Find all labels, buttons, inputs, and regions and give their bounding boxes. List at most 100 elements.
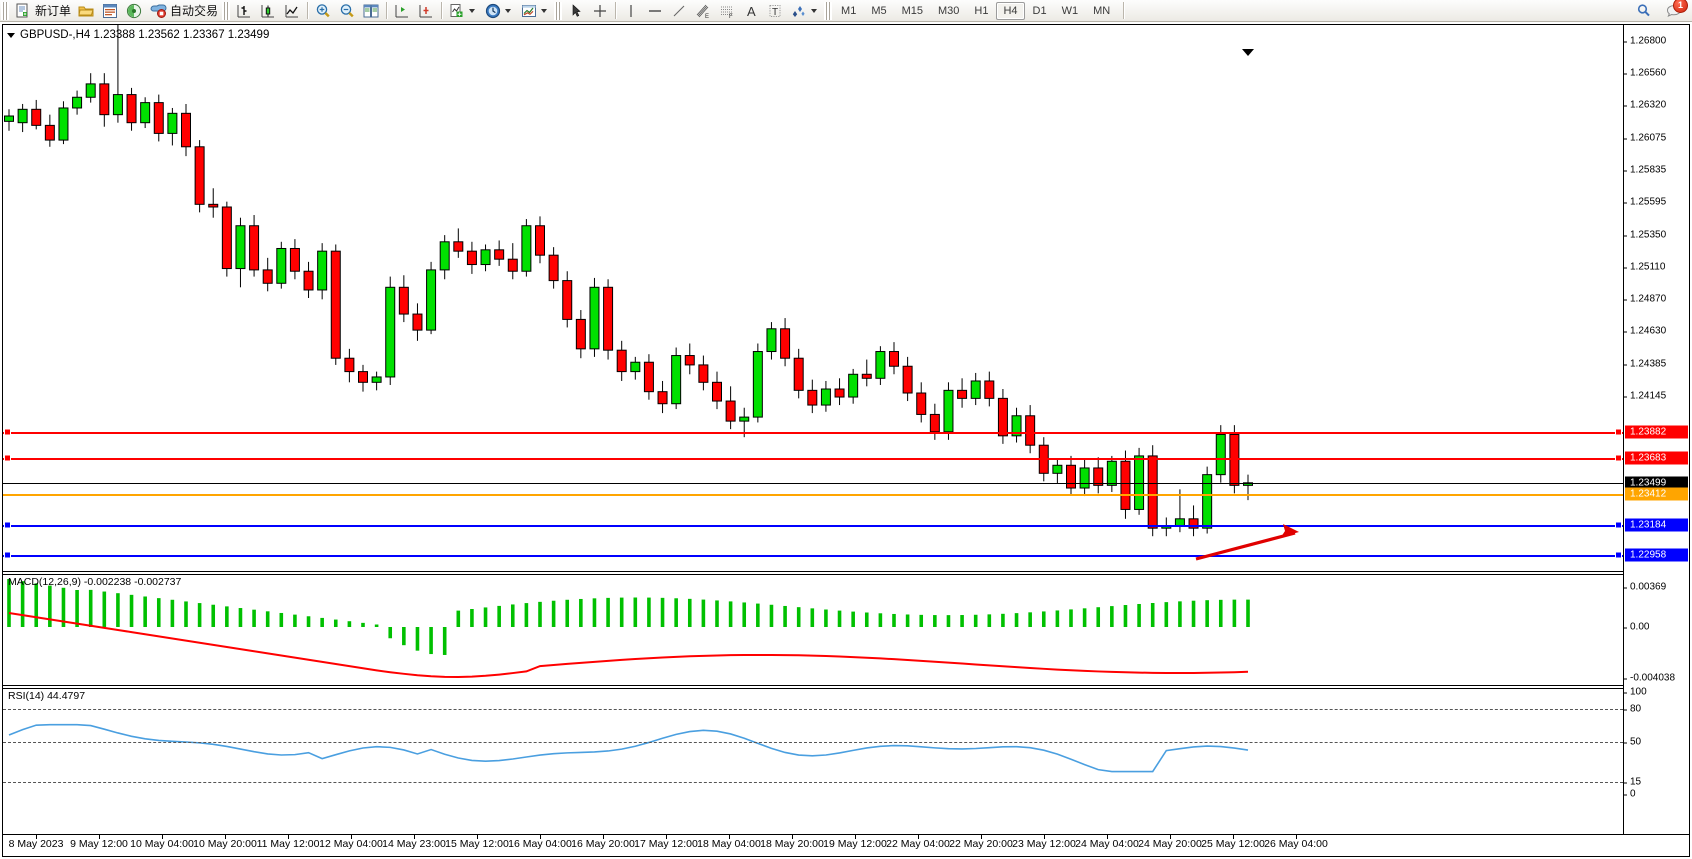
chart-window[interactable]: GBPUSD-,H4 1.23388 1.23562 1.23367 1.234… — [0, 22, 1692, 859]
timeframe-d1[interactable]: D1 — [1032, 4, 1047, 17]
timeframe-h4[interactable]: H4 — [996, 1, 1025, 20]
candlestick-icon — [259, 2, 277, 20]
toolbar-grip-4[interactable] — [824, 1, 833, 20]
price-tick-1.25595: 1.25595 — [1624, 197, 1666, 208]
time-tick-4: 11 May 12:00 — [256, 838, 320, 850]
arrow-annotation[interactable] — [3, 25, 1623, 571]
toolbar-grip-3[interactable] — [554, 1, 563, 20]
time-tick-11: 18 May 04:00 — [697, 838, 761, 850]
time-tick-1: 9 May 12:00 — [70, 838, 128, 850]
price-level-label-1.22958[interactable]: 1.22958 — [1625, 548, 1688, 562]
notifications-button[interactable]: 1 — [1662, 0, 1688, 22]
period-button[interactable] — [481, 0, 517, 22]
tile-windows-button[interactable] — [359, 0, 383, 22]
auto-scroll-button[interactable] — [414, 0, 438, 22]
zoom-out-button[interactable] — [335, 0, 359, 22]
time-tick-mark — [540, 835, 541, 839]
price-tick-1.25835: 1.25835 — [1624, 165, 1666, 176]
price-tick-1.24145: 1.24145 — [1624, 391, 1666, 402]
chevron-down-icon[interactable] — [469, 8, 476, 13]
zoom-in-button[interactable] — [311, 0, 335, 22]
timeframe-h1[interactable]: H1 — [974, 4, 989, 17]
macd-pane[interactable] — [3, 575, 1623, 685]
level-anchor-left-1.23882[interactable] — [4, 428, 11, 436]
horizontal-line-button[interactable] — [643, 0, 667, 22]
auto-trading-icon — [149, 2, 167, 20]
new-order-button[interactable]: 新订单 — [11, 0, 74, 22]
level-anchor-left-1.23683[interactable] — [4, 454, 11, 462]
price-level-label-1.23683[interactable]: 1.23683 — [1625, 451, 1688, 465]
price-level-line-1.23882[interactable] — [3, 431, 1623, 434]
timeframe-m15[interactable]: M15 — [901, 4, 923, 17]
price-level-line-1.23184[interactable] — [3, 524, 1623, 527]
vertical-line-button[interactable] — [619, 0, 643, 22]
text-tool-button[interactable]: A — [739, 0, 763, 22]
chevron-down-icon-2[interactable] — [505, 8, 512, 13]
time-tick-mark — [36, 835, 37, 839]
level-anchor-1.23683[interactable] — [1615, 454, 1622, 462]
timeframe-m5[interactable]: M5 — [871, 4, 887, 17]
chart-shift-button[interactable] — [390, 0, 414, 22]
level-anchor-1.22958[interactable] — [1615, 551, 1622, 559]
price-level-line-1.23412[interactable] — [3, 494, 1623, 497]
time-tick-mark — [792, 835, 793, 839]
timeframe-w1[interactable]: W1 — [1061, 4, 1079, 17]
time-tick-6: 14 May 23:00 — [382, 838, 446, 850]
rsi-pane[interactable] — [3, 689, 1623, 836]
add-indicator-button[interactable] — [445, 0, 481, 22]
chevron-down-icon-4[interactable] — [811, 8, 818, 13]
time-tick-mark — [1296, 835, 1297, 839]
symbol-header[interactable]: GBPUSD-,H4 1.23388 1.23562 1.23367 1.234… — [7, 29, 269, 41]
level-anchor-left-1.22958[interactable] — [4, 551, 11, 559]
line-chart-button[interactable] — [280, 0, 304, 22]
market-watch-button[interactable] — [122, 0, 146, 22]
price-scale[interactable]: 1.26800 1.26560 1.26320 1.26075 1.25835 1.255… — [1623, 25, 1689, 856]
price-level-label-1.23184[interactable]: 1.23184 — [1625, 518, 1688, 532]
time-scale[interactable]: 8 May 2023 9 May 12:00 10 May 04:00 10 May … — [3, 834, 1689, 856]
text-label-button[interactable]: T — [763, 0, 787, 22]
terminal-button[interactable] — [98, 0, 122, 22]
equidistant-channel-button[interactable]: E — [691, 0, 715, 22]
open-data-folder-button[interactable] — [74, 0, 98, 22]
level-anchor-1.23882[interactable] — [1615, 428, 1622, 436]
trendline-button[interactable] — [667, 0, 691, 22]
time-tick-10: 17 May 12:00 — [634, 838, 698, 850]
fibonacci-button[interactable]: F — [715, 0, 739, 22]
auto-trading-button[interactable]: 自动交易 — [146, 0, 221, 22]
toolbar-grip-2[interactable] — [222, 1, 231, 20]
template-icon — [520, 2, 538, 20]
time-tick-mark — [729, 835, 730, 839]
toolbar-separator-1 — [307, 2, 309, 19]
price-level-line-1.23683[interactable] — [3, 458, 1623, 461]
time-tick-mark — [351, 835, 352, 839]
chevron-down-icon-symbol[interactable] — [7, 32, 15, 38]
pane-divider-1b — [3, 574, 1689, 575]
price-level-label-1.23882[interactable]: 1.23882 — [1625, 425, 1688, 439]
timeframe-m30[interactable]: M30 — [938, 4, 960, 17]
arrows-button[interactable] — [787, 0, 823, 22]
time-tick-mark — [981, 835, 982, 839]
macd-tick-0.00369: 0.00369 — [1624, 582, 1666, 593]
price-level-line-1.23499[interactable] — [3, 482, 1623, 484]
bar-chart-button[interactable] — [232, 0, 256, 22]
price-level-line-1.22958[interactable] — [3, 555, 1623, 558]
candlestick-chart-button[interactable] — [256, 0, 280, 22]
time-tick-9: 16 May 20:00 — [571, 838, 635, 850]
zoom-out-icon — [338, 2, 356, 20]
price-level-label-1.23499[interactable]: 1.23499 — [1625, 476, 1688, 490]
level-anchor-1.23184[interactable] — [1615, 521, 1622, 529]
toolbar-grip[interactable] — [1, 1, 9, 20]
templates-button[interactable] — [517, 0, 553, 22]
crosshair-tool-button[interactable] — [588, 0, 612, 22]
time-tick-mark — [414, 835, 415, 839]
chart-frame: GBPUSD-,H4 1.23388 1.23562 1.23367 1.234… — [2, 24, 1690, 857]
timeframe-m1[interactable]: M1 — [841, 4, 857, 17]
price-level-label-1.23412[interactable]: 1.23412 — [1625, 487, 1688, 501]
rsi-series — [8, 723, 1249, 773]
cursor-tool-button[interactable] — [564, 0, 588, 22]
chevron-down-icon-3[interactable] — [541, 8, 548, 13]
level-anchor-left-1.23184[interactable] — [4, 521, 11, 529]
timeframe-mn[interactable]: MN — [1093, 4, 1111, 17]
search-button[interactable] — [1632, 0, 1656, 22]
price-pane[interactable] — [3, 25, 1623, 571]
